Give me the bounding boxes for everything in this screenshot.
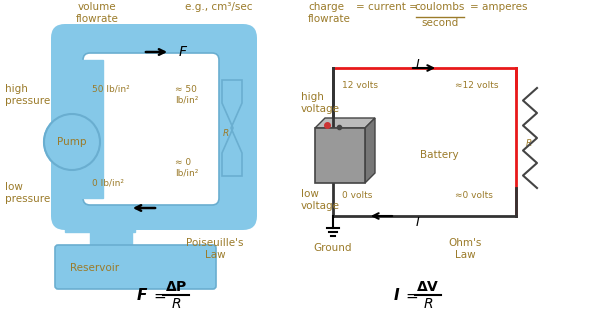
Text: $\it{F}$: $\it{F}$ bbox=[178, 45, 188, 59]
Text: high
voltage: high voltage bbox=[301, 92, 340, 114]
Text: second: second bbox=[422, 18, 459, 28]
Text: $\it{R}$: $\it{R}$ bbox=[423, 297, 433, 311]
Text: $\bfit{I}$: $\bfit{I}$ bbox=[393, 287, 400, 303]
Polygon shape bbox=[365, 118, 375, 183]
FancyBboxPatch shape bbox=[55, 245, 216, 289]
Text: low
pressure: low pressure bbox=[5, 182, 50, 204]
Text: Battery: Battery bbox=[420, 150, 459, 160]
Text: coulombs: coulombs bbox=[415, 2, 465, 12]
FancyBboxPatch shape bbox=[51, 24, 257, 230]
Text: Poiseuille's
Law: Poiseuille's Law bbox=[186, 238, 244, 259]
Text: 50 lb/in²: 50 lb/in² bbox=[92, 85, 130, 94]
Polygon shape bbox=[222, 80, 242, 176]
Text: Ground: Ground bbox=[314, 243, 352, 253]
Bar bbox=[65, 214, 135, 232]
Text: e.g., cm³/sec: e.g., cm³/sec bbox=[185, 2, 252, 12]
Text: $\it{I}$: $\it{I}$ bbox=[416, 59, 420, 72]
Text: $\it{I}$: $\it{I}$ bbox=[416, 216, 420, 229]
Bar bbox=[315, 128, 365, 183]
Text: ≈0 volts: ≈0 volts bbox=[455, 191, 493, 201]
Text: = current =: = current = bbox=[356, 2, 418, 12]
Text: $=$: $=$ bbox=[403, 287, 419, 302]
Text: $\it{R}$: $\it{R}$ bbox=[222, 128, 230, 139]
Text: 0 volts: 0 volts bbox=[342, 191, 373, 201]
Polygon shape bbox=[315, 118, 375, 128]
Text: 12 volts: 12 volts bbox=[342, 80, 378, 89]
Text: volume
flowrate: volume flowrate bbox=[75, 2, 118, 24]
Text: Pump: Pump bbox=[57, 137, 87, 147]
Circle shape bbox=[44, 114, 100, 170]
Text: ≈ 0
lb/in²: ≈ 0 lb/in² bbox=[175, 158, 199, 177]
Text: $=$: $=$ bbox=[151, 287, 167, 302]
Text: high
pressure: high pressure bbox=[5, 84, 50, 106]
Text: Reservoir: Reservoir bbox=[71, 263, 120, 273]
FancyBboxPatch shape bbox=[83, 53, 219, 205]
Text: charge
flowrate: charge flowrate bbox=[308, 2, 351, 24]
Text: Ohm's
Law: Ohm's Law bbox=[448, 238, 481, 259]
Text: 0 lb/in²: 0 lb/in² bbox=[92, 178, 124, 187]
Text: $\mathbf{\Delta V}$: $\mathbf{\Delta V}$ bbox=[416, 280, 440, 294]
Text: $\mathbf{\Delta P}$: $\mathbf{\Delta P}$ bbox=[165, 280, 187, 294]
Text: ≈12 volts: ≈12 volts bbox=[455, 80, 499, 89]
Text: $\bfit{F}$: $\bfit{F}$ bbox=[136, 287, 148, 303]
Text: ≈ 50
lb/in²: ≈ 50 lb/in² bbox=[175, 85, 199, 104]
Text: low
voltage: low voltage bbox=[301, 189, 340, 211]
Text: $\it{R}$: $\it{R}$ bbox=[171, 297, 181, 311]
Bar bbox=[65, 60, 103, 198]
Text: = amperes: = amperes bbox=[470, 2, 527, 12]
Text: $\it{R}$: $\it{R}$ bbox=[525, 136, 532, 148]
Bar bbox=[90, 214, 132, 252]
